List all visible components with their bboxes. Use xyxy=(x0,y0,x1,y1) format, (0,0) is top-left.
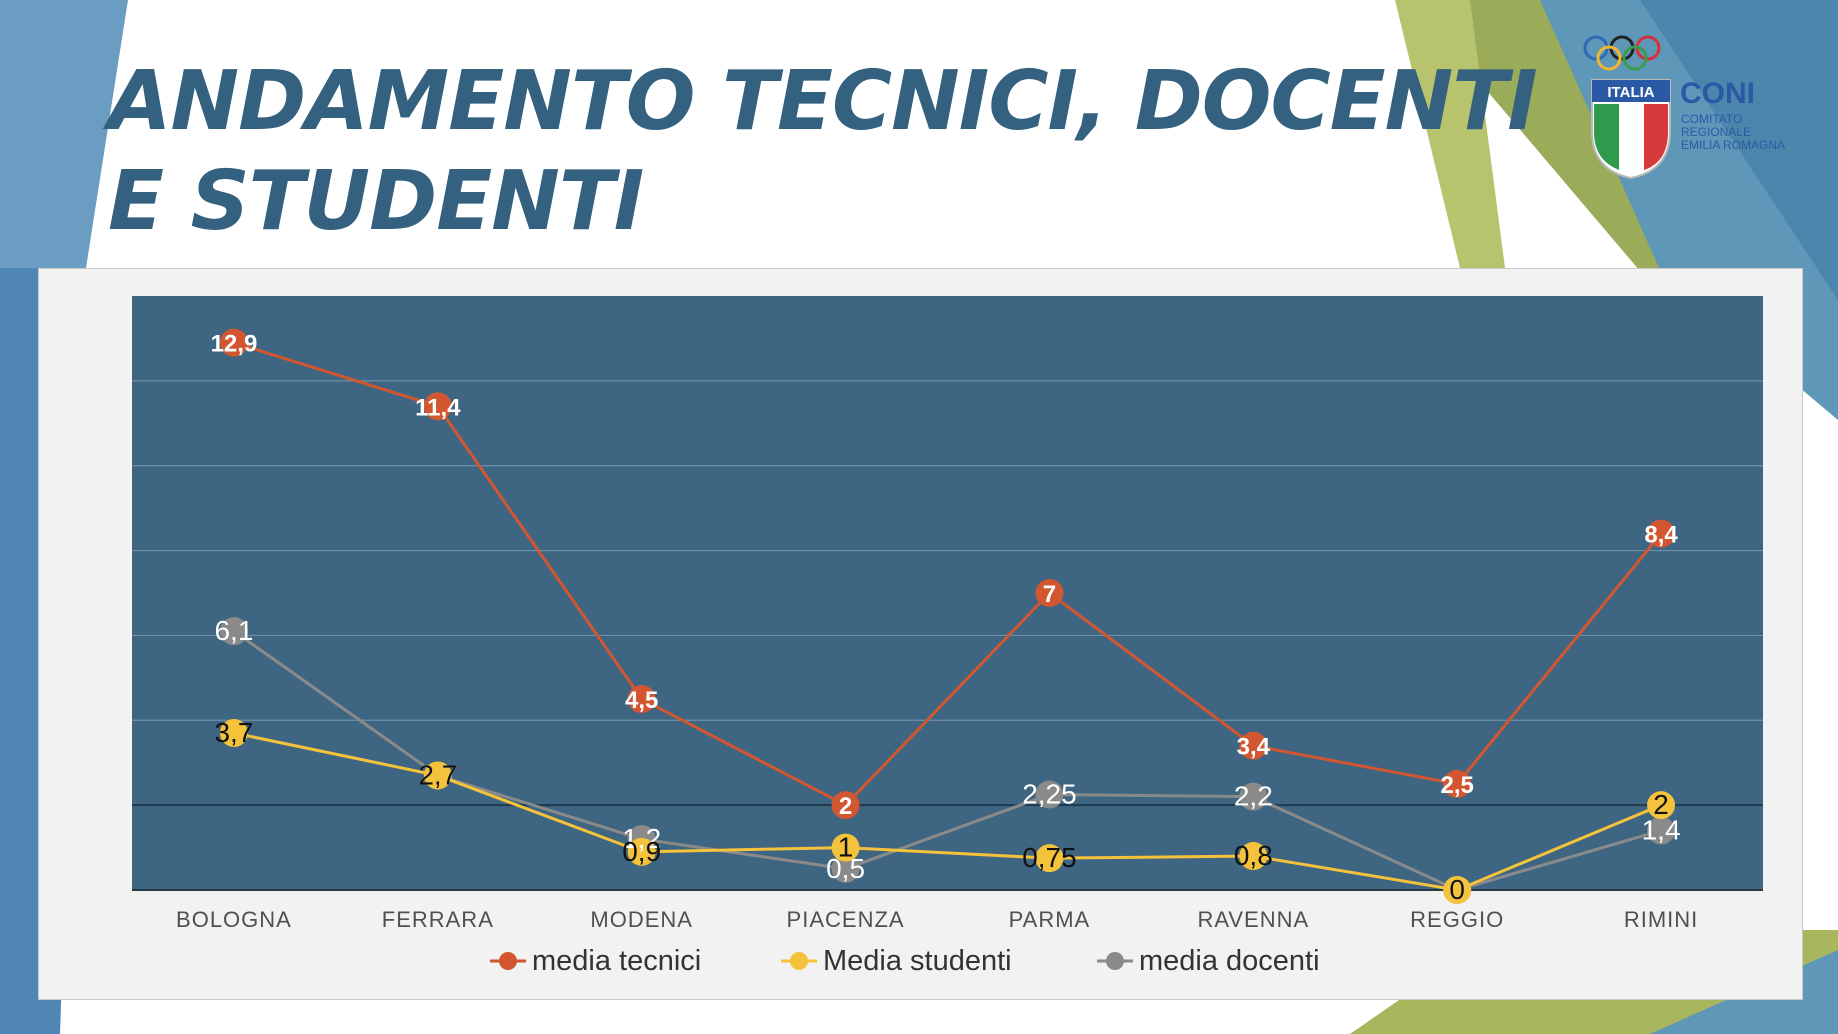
data-label: 3,7 xyxy=(214,717,253,748)
logo-badge: ITALIA xyxy=(1607,84,1654,101)
x-tick-label: PIACENZA xyxy=(787,907,905,932)
slide-title: ANDAMENTO TECNICI, DOCENTI E STUDENTI xyxy=(108,52,1538,252)
data-point xyxy=(423,761,452,790)
coni-logo: ITALIA CONI COMITATO REGIONALE EMILIA RO… xyxy=(1583,35,1785,180)
data-label: 0,5 xyxy=(826,853,865,884)
title-line-2: E STUDENTI xyxy=(108,154,644,249)
legend-marker xyxy=(499,952,517,970)
italia-shield-icon xyxy=(1591,79,1671,180)
logo-sub-2: REGIONALE xyxy=(1681,125,1751,139)
x-tick-label: REGGIO xyxy=(1410,907,1504,932)
data-point xyxy=(423,392,452,421)
data-label: 0 xyxy=(1449,874,1465,905)
data-label: 2,7 xyxy=(418,759,457,790)
olympic-rings-icon xyxy=(1583,35,1661,71)
data-label: 3,4 xyxy=(1237,734,1271,761)
line-chart: BOLOGNA FERRARA MODENA PIACENZA PARMA RAVENNA… xyxy=(132,296,1763,977)
data-label: 6,1 xyxy=(214,615,253,646)
x-tick-label: MODENA xyxy=(590,907,693,932)
data-label: 0,75 xyxy=(1022,842,1077,873)
data-point xyxy=(1035,579,1064,607)
x-tick-label: RIMINI xyxy=(1624,907,1698,932)
legend-marker xyxy=(1106,952,1124,970)
data-point xyxy=(219,719,248,748)
series-line xyxy=(233,731,1662,892)
series-line xyxy=(233,341,1663,807)
data-label: 12,9 xyxy=(211,331,258,358)
legend-label: Media studenti xyxy=(823,945,1012,977)
data-point xyxy=(1239,731,1268,760)
data-label: 2 xyxy=(839,793,852,820)
data-point xyxy=(1647,816,1676,845)
plot-area xyxy=(132,296,1763,890)
data-label: 4,5 xyxy=(625,687,658,714)
x-tick-label: BOLOGNA xyxy=(176,907,292,932)
title-line-1: ANDAMENTO TECNICI, DOCENTI xyxy=(108,54,1538,149)
data-label: 2,25 xyxy=(1022,779,1077,810)
data-point xyxy=(219,328,248,357)
data-label: 0,9 xyxy=(622,836,661,867)
legend-label: media tecnici xyxy=(532,945,701,977)
data-point xyxy=(831,833,860,862)
data-point xyxy=(1443,876,1472,904)
data-point xyxy=(1647,519,1676,548)
x-tick-label: RAVENNA xyxy=(1197,907,1309,932)
data-point xyxy=(627,837,656,866)
logo-sub-3: EMILIA ROMAGNA xyxy=(1681,138,1785,152)
data-label: 0,8 xyxy=(1234,840,1273,871)
data-point xyxy=(627,685,656,714)
data-point xyxy=(1443,769,1472,798)
data-point xyxy=(831,854,860,883)
data-point xyxy=(1239,842,1268,871)
legend-label: media docenti xyxy=(1139,945,1320,977)
data-point xyxy=(831,791,860,820)
data-point xyxy=(1239,782,1268,811)
data-label: 1,4 xyxy=(1642,815,1681,846)
legend-marker xyxy=(790,952,808,970)
data-label: 1 xyxy=(838,832,854,863)
series-line xyxy=(233,629,1662,892)
data-label: 2,7 xyxy=(418,759,457,790)
data-point xyxy=(1647,791,1676,820)
data-label: 2,2 xyxy=(1234,781,1273,812)
data-point xyxy=(1035,844,1064,873)
data-point xyxy=(219,617,248,646)
data-label: 0 xyxy=(1449,874,1465,905)
data-label: 1,2 xyxy=(622,823,661,854)
logo-sub-1: COMITATO xyxy=(1681,112,1742,126)
data-point xyxy=(1035,780,1064,809)
data-label: 8,4 xyxy=(1644,522,1678,549)
logo-name: CONI xyxy=(1680,77,1755,110)
data-label: 11,4 xyxy=(415,394,461,421)
x-tick-label: PARMA xyxy=(1009,907,1091,932)
data-label: 2 xyxy=(1653,789,1669,820)
data-label: 2,5 xyxy=(1441,772,1474,799)
data-label: 7 xyxy=(1043,581,1056,608)
x-tick-label: FERRARA xyxy=(382,907,494,932)
